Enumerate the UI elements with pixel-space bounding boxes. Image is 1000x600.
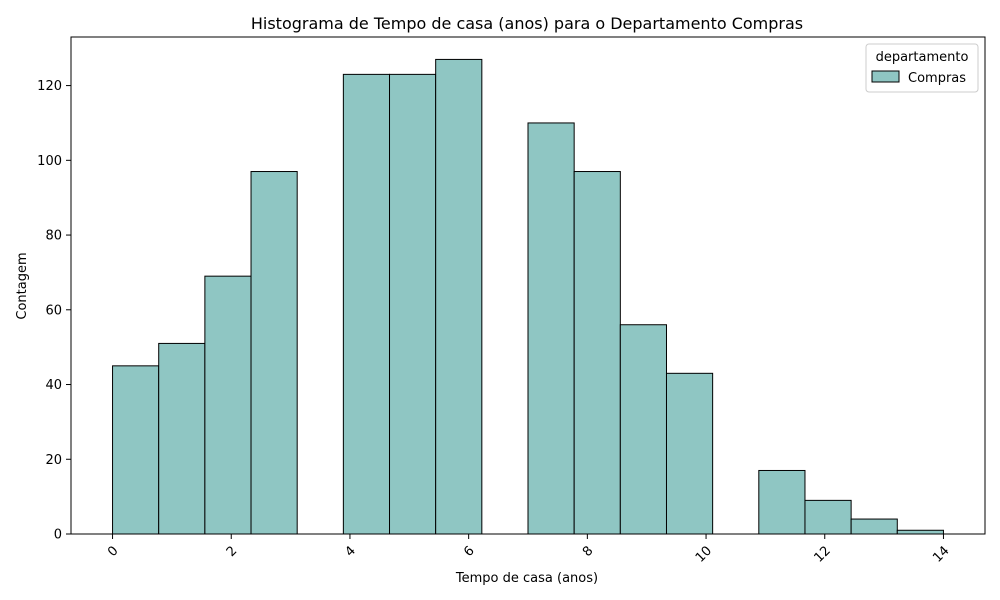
histogram-bar xyxy=(573,171,621,535)
bars-group xyxy=(112,58,944,535)
histogram-bar xyxy=(158,342,206,535)
x-tick-label: 12 xyxy=(811,543,833,565)
histogram-bar xyxy=(250,171,298,535)
histogram-bar xyxy=(804,499,852,535)
histogram-bar xyxy=(665,372,714,535)
y-tick-label: 80 xyxy=(45,229,62,244)
y-tick-label: 120 xyxy=(37,79,62,94)
histogram-bar xyxy=(527,122,575,535)
legend: departamento Compras xyxy=(865,43,979,93)
histogram-bar xyxy=(896,529,944,535)
histogram-bar xyxy=(850,518,898,535)
y-tick-label: 40 xyxy=(45,378,62,393)
histogram-bar xyxy=(435,58,483,535)
histogram-bar xyxy=(758,469,806,535)
y-axis-label: Contagem xyxy=(15,252,30,319)
y-tick-label: 60 xyxy=(45,303,62,318)
y-tick-label: 20 xyxy=(45,453,62,468)
x-tick-label: 0 xyxy=(105,543,121,559)
y-tick-label: 0 xyxy=(54,528,62,543)
x-tick-label: 6 xyxy=(461,543,477,559)
axes-frame xyxy=(70,36,986,535)
x-tick-label: 8 xyxy=(580,543,596,559)
histogram-bar xyxy=(204,275,252,535)
legend-swatch-compras xyxy=(871,70,900,83)
x-tick-label: 4 xyxy=(343,543,359,559)
histogram-bar xyxy=(112,365,160,535)
x-tick-label: 10 xyxy=(693,543,715,565)
x-tick-label: 14 xyxy=(930,543,952,565)
legend-title: departamento xyxy=(876,50,969,65)
histogram-bar xyxy=(389,73,437,535)
legend-entry-compras: Compras xyxy=(908,71,966,86)
histogram-bar xyxy=(619,324,667,535)
histogram-bar xyxy=(342,73,391,535)
x-axis-label: Tempo de casa (anos) xyxy=(455,571,598,586)
x-tick-label: 2 xyxy=(224,543,240,559)
chart-title: Histograma de Tempo de casa (anos) para … xyxy=(251,14,803,33)
y-tick-label: 100 xyxy=(37,154,62,169)
